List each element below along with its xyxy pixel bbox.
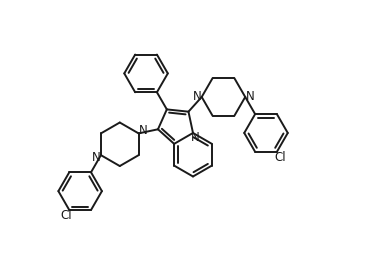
Text: N: N xyxy=(139,124,147,138)
Text: N: N xyxy=(192,90,201,104)
Text: N: N xyxy=(191,131,199,145)
Text: Cl: Cl xyxy=(60,210,72,222)
Text: Cl: Cl xyxy=(275,151,286,164)
Text: N: N xyxy=(246,90,254,104)
Text: N: N xyxy=(92,151,101,164)
